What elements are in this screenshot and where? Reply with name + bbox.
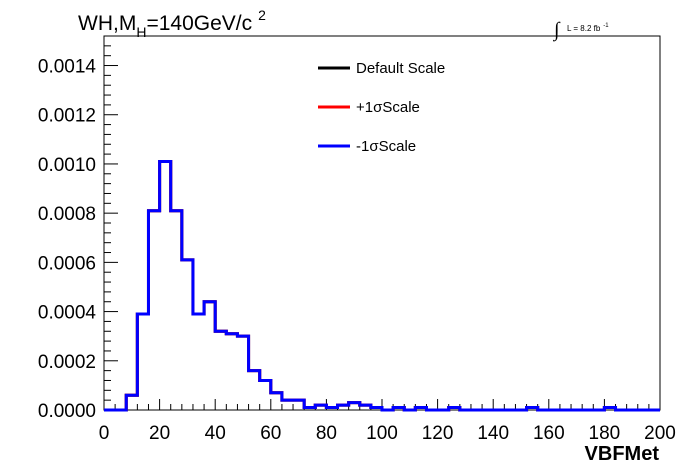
y-tick-label: 0.0010 xyxy=(38,155,96,176)
y-tick-label: 0.0006 xyxy=(38,253,96,274)
luminosity-superscript: -1 xyxy=(603,23,609,29)
series-layer xyxy=(104,159,660,412)
histogram-series-0 xyxy=(104,159,660,412)
x-tick-label: 100 xyxy=(366,423,398,444)
legend: Default Scale +1σScale -1σScale xyxy=(318,60,445,155)
histogram-series-1 xyxy=(104,159,660,412)
y-tick-label: 0.0008 xyxy=(38,204,96,225)
x-tick-label: 140 xyxy=(477,423,509,444)
x-tick-label: 80 xyxy=(316,423,337,444)
x-tick-label: 120 xyxy=(422,423,454,444)
y-tick-label: 0.0004 xyxy=(38,303,97,324)
chart-title: WH,MH=140GeV/c 2 xyxy=(78,7,266,40)
histogram-series-2 xyxy=(104,159,660,412)
title-suffix: =140GeV/c xyxy=(146,12,252,35)
title-subscript: H xyxy=(136,24,146,40)
x-tick-label: 0 xyxy=(99,423,110,444)
y-tick-label: 0.0002 xyxy=(38,352,96,373)
x-tick-label: 160 xyxy=(533,423,565,444)
luminosity-integral-symbol: ∫ xyxy=(552,19,561,42)
plot-frame xyxy=(103,35,661,411)
y-tick-label: 0.0000 xyxy=(38,401,96,422)
y-axis: 0.0000 0.0002 0.0004 0.0006 0.0008 0.0010 0.00… xyxy=(38,45,118,422)
y-tick-label: 0.0014 xyxy=(38,57,97,78)
title-prefix: WH,M xyxy=(78,12,136,35)
title-superscript: 2 xyxy=(258,7,266,23)
x-axis: 0 20 40 60 80 100 120 140 160 180 200 xyxy=(99,399,676,444)
x-tick-label: 180 xyxy=(589,423,621,444)
x-tick-label: 40 xyxy=(205,423,226,444)
x-tick-label: 60 xyxy=(260,423,281,444)
legend-entry: +1σScale xyxy=(356,99,420,116)
x-tick-label: 200 xyxy=(644,423,676,444)
x-tick-label: 20 xyxy=(149,423,170,444)
legend-entry: -1σScale xyxy=(356,138,416,155)
luminosity-text: L = 8.2 fb xyxy=(567,24,601,33)
luminosity-label: L = 8.2 fb -1 xyxy=(567,23,609,33)
legend-entry: Default Scale xyxy=(356,60,445,77)
y-tick-label: 0.0012 xyxy=(38,106,96,127)
x-axis-label: VBFMet xyxy=(585,443,660,465)
